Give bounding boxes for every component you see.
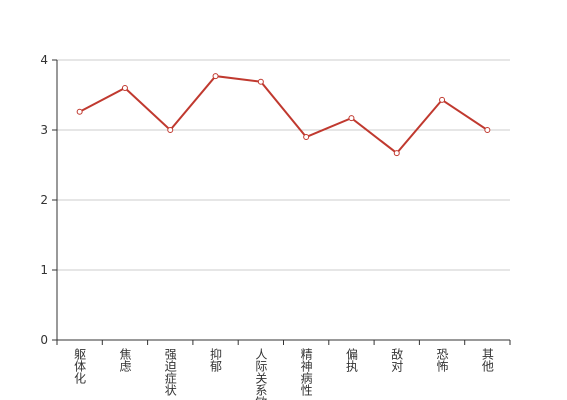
y-tick-label: 0 — [40, 333, 48, 347]
point — [348, 115, 355, 122]
x-tick-label: 恐怖 — [435, 348, 449, 372]
point — [257, 78, 264, 85]
x-tick-label: 敌对 — [390, 347, 404, 372]
y-tick-label: 4 — [40, 53, 48, 67]
point — [212, 73, 219, 80]
x-tick-label: 躯体化 — [73, 347, 87, 385]
line — [79, 75, 488, 155]
point — [439, 96, 446, 103]
x-tick-label: 其他 — [480, 348, 494, 372]
x-tick-label: 偏执 — [344, 347, 358, 373]
point — [484, 127, 491, 133]
x-tick-label: 精神病性 — [299, 348, 313, 397]
point — [393, 150, 400, 157]
point — [121, 85, 128, 91]
y-tick-label: 3 — [40, 123, 48, 137]
x-tick-label: 焦虑 — [118, 348, 132, 372]
point — [167, 127, 174, 133]
y-tick-label: 1 — [40, 263, 48, 277]
y-tick-label: 2 — [40, 193, 48, 207]
point — [303, 134, 310, 140]
point — [76, 108, 83, 115]
x-tick-label: 人际关系敏感 — [254, 348, 268, 400]
x-tick-label: 强迫症状 — [163, 348, 177, 396]
x-tick-label: 抑郁 — [209, 347, 223, 373]
